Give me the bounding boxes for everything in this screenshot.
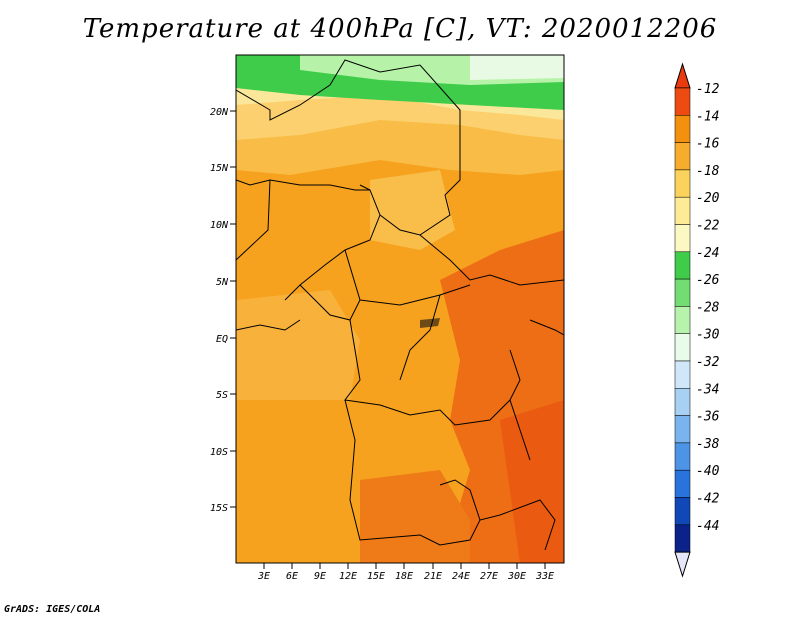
- field-south-warm: [360, 470, 470, 563]
- colorbar-label: -32: [696, 355, 720, 370]
- colorbar-swatch: [674, 278, 691, 307]
- lat-label: 15N: [210, 163, 229, 174]
- lat-label: 10S: [210, 447, 228, 458]
- colorbar-label: -12: [696, 82, 720, 97]
- colorbar-swatch: [674, 87, 691, 116]
- lon-label: 15E: [367, 571, 385, 582]
- colorbar-label: -18: [696, 164, 720, 179]
- colorbar-swatch: [674, 224, 691, 253]
- colorbar-label: -34: [696, 382, 719, 397]
- colorbar-swatch: [674, 469, 691, 498]
- field-north-30: [470, 55, 564, 80]
- chart-title: Temperature at 400hPa [C], VT: 202001220…: [82, 14, 718, 44]
- lon-label: 27E: [480, 571, 498, 582]
- field-west-equator: [236, 290, 360, 400]
- colorbar-swatch: [674, 360, 691, 389]
- colorbar-swatch: [674, 196, 691, 225]
- colorbar-swatch: [674, 415, 691, 444]
- colorbar-swatch: [674, 169, 691, 198]
- field-center-patch: [370, 170, 455, 250]
- lon-label: 9E: [314, 571, 326, 582]
- colorbar-top-triangle: [674, 62, 691, 89]
- lon-label: 6E: [286, 571, 298, 582]
- temperature-field: [236, 55, 564, 563]
- colorbar-label: -44: [696, 519, 719, 534]
- colorbar-label: -28: [696, 300, 720, 315]
- lon-label: 12E: [339, 571, 357, 582]
- colorbar-swatch: [674, 388, 691, 416]
- country-borders: [236, 59, 564, 551]
- colorbar-bottom-triangle: [674, 551, 691, 578]
- colorbar-label: -36: [696, 410, 720, 425]
- colorbar-label: -26: [696, 273, 720, 288]
- lat-label: 5N: [216, 277, 229, 288]
- lon-label: 21E: [424, 571, 442, 582]
- colorbar-swatch: [674, 524, 691, 553]
- colorbar-label: -40: [696, 464, 720, 479]
- colorbar-swatch: [674, 142, 691, 171]
- colorbar-swatch: [674, 442, 691, 471]
- colorbar-swatch: [674, 497, 691, 526]
- colorbar-label: -20: [696, 191, 720, 206]
- lon-axis: 3E 6E 9E 12E 15E 18E 21E 24E 27E 30E 33E: [257, 563, 554, 582]
- lat-label: 15S: [210, 503, 228, 514]
- colorbar-label: -14: [696, 109, 719, 124]
- grads-credit: GrADS: IGES/COLA: [4, 604, 101, 615]
- colorbar-label: -42: [696, 492, 720, 507]
- colorbar-label: -30: [696, 328, 720, 343]
- lon-label: 30E: [507, 571, 526, 582]
- lon-label: 3E: [257, 571, 270, 582]
- colorbar-swatch: [674, 306, 691, 334]
- lat-label: 20N: [210, 107, 229, 118]
- lon-label: 24E: [452, 571, 470, 582]
- colorbar-swatch: [674, 333, 691, 362]
- colorbar-swatch: [674, 115, 691, 143]
- lon-label: 33E: [535, 571, 554, 582]
- map-frame: [235, 54, 565, 564]
- colorbar-label: -22: [696, 219, 720, 234]
- colorbar-swatch: [674, 251, 691, 280]
- lat-label: EQ: [216, 334, 228, 345]
- lat-label: 10N: [210, 220, 229, 231]
- colorbar-label: -38: [696, 437, 720, 452]
- lon-label: 18E: [395, 571, 413, 582]
- lat-axis: 20N 15N 10N 5N EQ 5S 10S 15S: [210, 107, 236, 514]
- colorbar-label: -24: [696, 246, 719, 261]
- field-southeast-hot: [500, 400, 564, 563]
- lat-label: 5S: [216, 390, 228, 401]
- colorbar-label: -16: [696, 137, 720, 152]
- colorbar: -12 -14 -16 -18 -20 -22 -24 -26 -28 -30 -32 -34 -36 -…: [674, 62, 720, 578]
